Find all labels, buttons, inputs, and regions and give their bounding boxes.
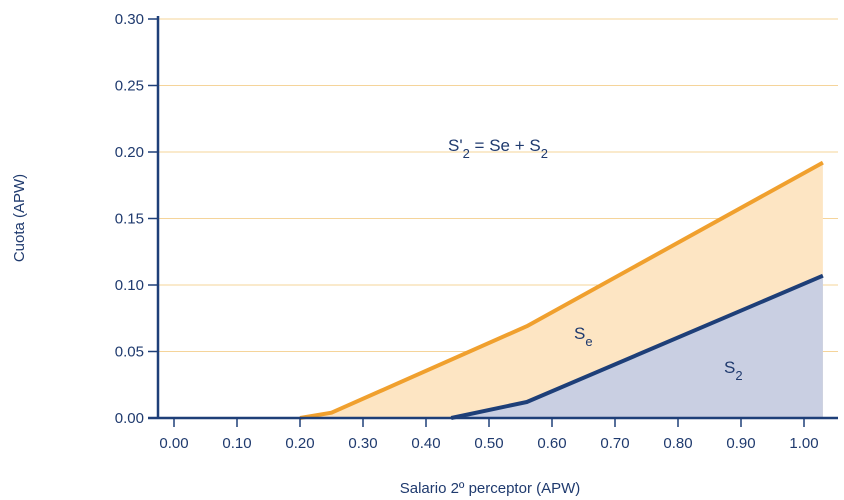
tick-labels: 0.00 0.05 0.10 0.15 0.20 0.25 0.30 0.00 0.10 0.20…: [115, 11, 819, 452]
x-axis-label: Salario 2º perceptor (APW): [400, 480, 581, 497]
x-tick-label: 0.00: [159, 435, 188, 452]
x-tick-label: 0.50: [474, 435, 503, 452]
y-tick-label: 0.00: [115, 410, 144, 427]
axes: [148, 16, 838, 427]
x-tick-label: 0.60: [537, 435, 566, 452]
s2-line: [450, 273, 824, 420]
x-tick-label: 0.20: [285, 435, 314, 452]
s2-annotation: S2: [724, 358, 743, 383]
x-tick-label: 0.40: [411, 435, 440, 452]
y-tick-label: 0.20: [115, 144, 144, 161]
x-tick-label: 0.30: [348, 435, 377, 452]
y-axis-label: Cuota (APW): [11, 174, 28, 262]
y-tick-label: 0.10: [115, 277, 144, 294]
x-tick-label: 0.70: [600, 435, 629, 452]
total-quota-line: [299, 160, 824, 420]
y-tick-label: 0.30: [115, 11, 144, 28]
y-tick-label: 0.15: [115, 211, 144, 228]
x-tick-label: 0.80: [663, 435, 692, 452]
total-quota-annotation: S'2 = Se + S2: [448, 136, 548, 161]
y-tick-label: 0.25: [115, 78, 144, 95]
s2-area: [451, 275, 823, 418]
x-tick-label: 0.90: [726, 435, 755, 452]
se-annotation: Se: [574, 324, 593, 349]
x-tick-label: 1.00: [789, 435, 818, 452]
x-tick-label: 0.10: [222, 435, 251, 452]
y-tick-label: 0.05: [115, 344, 144, 361]
